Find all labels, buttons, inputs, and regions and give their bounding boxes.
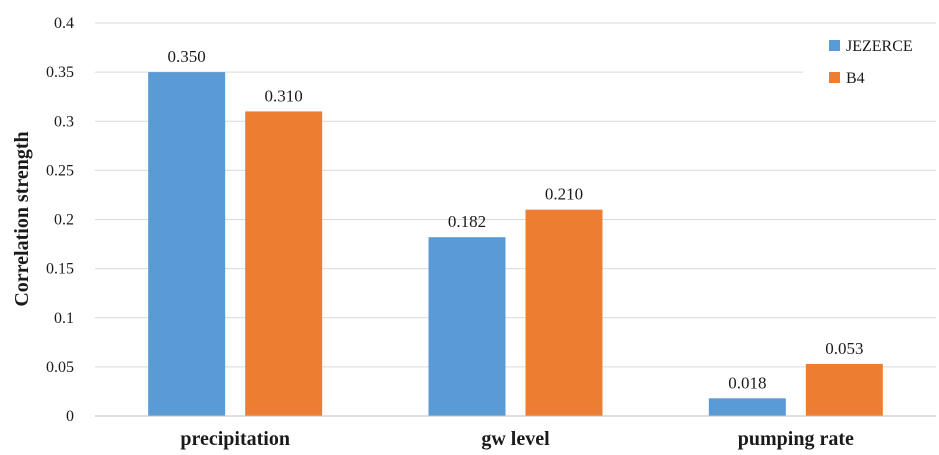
bar	[805, 363, 883, 416]
data-label: 0.182	[448, 212, 486, 231]
y-tick-label: 0.05	[46, 359, 74, 376]
y-tick-label: 0.15	[46, 261, 74, 278]
legend-background	[803, 28, 937, 100]
bars	[148, 72, 883, 417]
y-tick-label: 0.4	[54, 15, 74, 32]
x-category-label: precipitation	[180, 428, 290, 450]
y-tick-label: 0.1	[54, 310, 74, 327]
y-axis-label: Correlation strength	[11, 131, 33, 306]
legend: JEZERCE B4	[803, 28, 937, 100]
data-label: 0.350	[168, 47, 206, 66]
legend-swatch	[829, 72, 840, 83]
legend-swatch	[829, 40, 840, 51]
x-axis-categories: precipitation gw level pumping rate	[180, 428, 854, 450]
y-tick-label: 0.3	[54, 113, 74, 130]
bar	[708, 398, 786, 416]
x-category-label: gw level	[481, 428, 550, 450]
y-tick-label: 0.35	[46, 64, 74, 81]
legend-label: JEZERCE	[846, 38, 913, 55]
y-axis-ticks: 0 0.05 0.1 0.15 0.2 0.25 0.3 0.35 0.4	[46, 15, 74, 425]
y-tick-label: 0.25	[46, 162, 74, 179]
bar	[428, 237, 506, 416]
x-category-label: pumping rate	[738, 428, 854, 450]
bar	[525, 209, 603, 416]
data-label: 0.310	[265, 86, 303, 105]
data-label: 0.018	[728, 373, 766, 392]
bar	[245, 111, 323, 417]
bar	[148, 72, 226, 416]
legend-label: B4	[846, 70, 865, 87]
gridlines	[95, 22, 936, 368]
data-label: 0.210	[545, 185, 583, 204]
y-tick-label: 0.2	[54, 212, 74, 229]
data-label: 0.053	[825, 339, 863, 358]
data-labels: 0.350 0.310 0.182 0.210 0.018 0.053	[168, 47, 864, 392]
y-tick-label: 0	[66, 408, 74, 425]
